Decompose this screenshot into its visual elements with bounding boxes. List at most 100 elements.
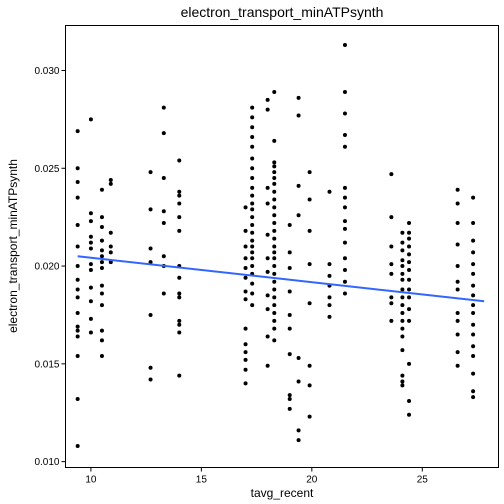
data-point bbox=[250, 244, 255, 249]
data-point bbox=[265, 256, 270, 261]
data-point bbox=[250, 115, 255, 120]
data-point bbox=[407, 230, 412, 235]
data-point bbox=[250, 256, 255, 261]
data-point bbox=[88, 316, 93, 321]
data-point bbox=[272, 271, 277, 276]
data-point bbox=[250, 125, 255, 130]
data-point bbox=[272, 318, 277, 323]
data-point bbox=[250, 201, 255, 206]
data-point bbox=[296, 95, 301, 100]
data-point bbox=[75, 244, 80, 249]
data-point bbox=[342, 43, 347, 48]
data-point bbox=[471, 303, 476, 308]
data-point bbox=[400, 303, 405, 308]
data-point bbox=[407, 412, 412, 417]
data-point bbox=[455, 201, 460, 206]
data-point bbox=[99, 338, 104, 343]
data-point bbox=[177, 158, 182, 163]
data-point bbox=[400, 379, 405, 384]
data-point bbox=[99, 328, 104, 333]
data-point bbox=[243, 266, 248, 271]
data-point bbox=[75, 324, 80, 329]
data-point bbox=[272, 205, 277, 210]
data-point bbox=[272, 221, 277, 226]
data-point bbox=[455, 310, 460, 315]
data-point bbox=[99, 254, 104, 259]
data-point bbox=[75, 222, 80, 227]
data-point bbox=[455, 221, 460, 226]
data-point bbox=[250, 291, 255, 296]
data-point bbox=[75, 295, 80, 300]
data-point bbox=[327, 262, 332, 267]
data-point bbox=[75, 264, 80, 269]
data-point bbox=[243, 326, 248, 331]
data-point bbox=[342, 226, 347, 231]
data-point bbox=[75, 310, 80, 315]
data-point bbox=[272, 264, 277, 269]
data-point bbox=[400, 348, 405, 353]
data-point bbox=[265, 97, 270, 102]
data-point bbox=[161, 176, 166, 181]
data-point bbox=[177, 215, 182, 220]
data-point bbox=[471, 371, 476, 376]
data-point bbox=[99, 187, 104, 192]
data-point bbox=[161, 254, 166, 259]
x-axis: 10 15 20 25 bbox=[85, 467, 429, 486]
data-point bbox=[407, 252, 412, 257]
x-tick-label: 25 bbox=[417, 475, 429, 486]
data-point bbox=[407, 244, 412, 249]
data-point bbox=[99, 266, 104, 271]
data-point bbox=[75, 397, 80, 402]
data-point bbox=[400, 383, 405, 388]
x-tick-label: 15 bbox=[196, 475, 208, 486]
data-point bbox=[250, 144, 255, 149]
data-point bbox=[389, 295, 394, 300]
data-point bbox=[99, 248, 104, 253]
data-point bbox=[400, 230, 405, 235]
data-point bbox=[272, 160, 277, 165]
data-point bbox=[161, 131, 166, 136]
data-point bbox=[161, 209, 166, 214]
data-point bbox=[471, 322, 476, 327]
data-point bbox=[108, 260, 113, 265]
data-point bbox=[99, 215, 104, 220]
data-point bbox=[272, 256, 277, 261]
data-point bbox=[287, 312, 292, 317]
data-point bbox=[327, 273, 332, 278]
data-point bbox=[389, 318, 394, 323]
data-point bbox=[455, 287, 460, 292]
data-point bbox=[287, 352, 292, 357]
data-point bbox=[177, 193, 182, 198]
data-point bbox=[471, 195, 476, 200]
data-point bbox=[88, 117, 93, 122]
data-point bbox=[272, 189, 277, 194]
data-point bbox=[455, 264, 460, 269]
data-point bbox=[389, 301, 394, 306]
data-point bbox=[250, 207, 255, 212]
data-point bbox=[148, 207, 153, 212]
data-point bbox=[407, 277, 412, 282]
data-point bbox=[250, 222, 255, 227]
data-point bbox=[400, 295, 405, 300]
data-point bbox=[389, 262, 394, 267]
data-point bbox=[471, 293, 476, 298]
data-point bbox=[272, 295, 277, 300]
data-point bbox=[272, 197, 277, 202]
data-point bbox=[88, 262, 93, 267]
data-point bbox=[250, 185, 255, 190]
data-point bbox=[307, 197, 312, 202]
data-point bbox=[243, 275, 248, 280]
data-point bbox=[250, 264, 255, 269]
data-point bbox=[177, 201, 182, 206]
data-point bbox=[161, 221, 166, 226]
data-point bbox=[296, 355, 301, 360]
data-point bbox=[272, 138, 277, 143]
data-point bbox=[108, 250, 113, 255]
y-tick-label: 0.010 bbox=[34, 457, 59, 468]
data-point bbox=[243, 205, 248, 210]
y-axis: 0.010 0.015 0.020 0.025 0.030 bbox=[34, 66, 66, 468]
data-point bbox=[400, 264, 405, 269]
data-point bbox=[455, 318, 460, 323]
x-tick-label: 10 bbox=[85, 475, 97, 486]
data-point bbox=[407, 307, 412, 312]
